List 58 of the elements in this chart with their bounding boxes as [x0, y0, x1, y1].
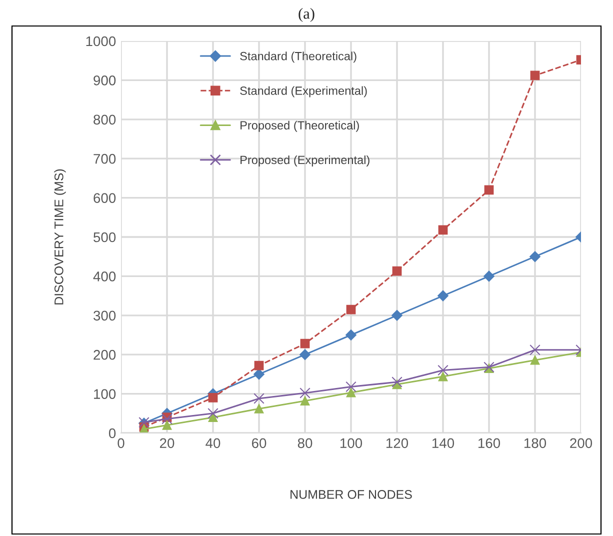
- point: [530, 251, 540, 262]
- point: [438, 372, 448, 382]
- point: [392, 310, 402, 321]
- x-tick-label: 120: [386, 438, 408, 448]
- x-tick-label: 60: [252, 438, 266, 448]
- point: [208, 408, 218, 419]
- point: [254, 360, 264, 370]
- point: [300, 349, 310, 360]
- point: [254, 393, 264, 404]
- point: [300, 396, 310, 406]
- point: [438, 290, 448, 302]
- x-tick-label: 80: [298, 438, 312, 448]
- y-tick-label: 700: [94, 154, 116, 164]
- point: [208, 412, 218, 422]
- point: [208, 393, 218, 402]
- y-tick-label: 400: [93, 272, 116, 282]
- point: [392, 266, 402, 276]
- legend-label: Standard (Theoretical): [240, 52, 356, 63]
- point: [438, 225, 448, 235]
- y-tick-label: 1000: [86, 36, 116, 46]
- x-tick-label: 200: [570, 438, 592, 448]
- y-tick-label: 200: [94, 350, 116, 360]
- x-tick-label: 0: [118, 438, 124, 448]
- point: [300, 388, 310, 398]
- point: [484, 270, 494, 282]
- legend-label: Proposed (Theoretical): [240, 120, 359, 132]
- x-tick-label: 100: [340, 438, 362, 448]
- x-tick-label: 160: [478, 438, 500, 448]
- point: [392, 376, 402, 388]
- point: [346, 388, 356, 398]
- point: [346, 304, 356, 314]
- x-tick-label: 20: [160, 438, 174, 448]
- y-axis-title: DISCOVERY TIME (MS): [54, 169, 66, 304]
- y-tick-label: 600: [94, 193, 116, 203]
- y-tick-label: 300: [94, 310, 116, 321]
- chart-title: (a): [298, 8, 314, 22]
- point: [162, 420, 172, 430]
- x-tick-label: 180: [524, 438, 546, 448]
- x-axis-title: NUMBER OF NODES: [290, 490, 412, 499]
- y-tick-label: 500: [94, 232, 116, 242]
- point: [346, 381, 356, 392]
- y-tick-label: 800: [94, 114, 116, 125]
- point: [438, 364, 448, 376]
- point: [530, 344, 540, 356]
- point: [254, 404, 264, 414]
- legend-label: Proposed (Experimental): [240, 155, 370, 166]
- x-tick-label: 40: [206, 438, 220, 448]
- x-tick-label: 140: [432, 438, 454, 448]
- point: [300, 338, 310, 348]
- point: [346, 330, 356, 340]
- point: [484, 185, 494, 195]
- y-tick-label: 100: [94, 389, 116, 399]
- y-tick-label: 0: [108, 428, 116, 438]
- point: [254, 368, 264, 380]
- legend-label: Standard (Experimental): [240, 86, 367, 98]
- point: [530, 70, 540, 80]
- point: [530, 355, 540, 365]
- y-tick-label: 900: [94, 76, 116, 86]
